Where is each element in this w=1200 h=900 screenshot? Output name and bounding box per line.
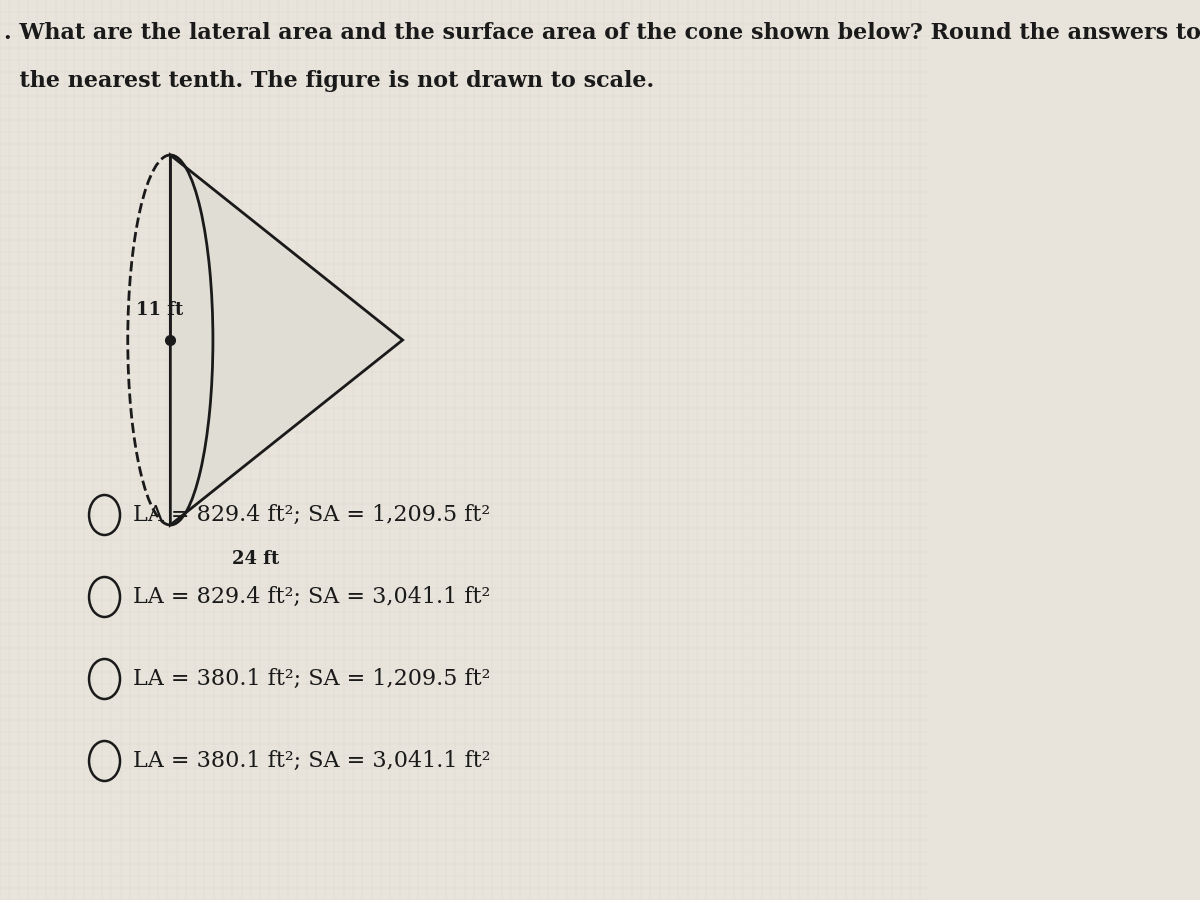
Text: LA = 829.4 ft²; SA = 3,041.1 ft²: LA = 829.4 ft²; SA = 3,041.1 ft²: [133, 586, 491, 608]
Text: LA = 380.1 ft²; SA = 3,041.1 ft²: LA = 380.1 ft²; SA = 3,041.1 ft²: [133, 750, 491, 772]
Text: LA = 380.1 ft²; SA = 1,209.5 ft²: LA = 380.1 ft²; SA = 1,209.5 ft²: [133, 668, 491, 690]
Text: . What are the lateral area and the surface area of the cone shown below? Round : . What are the lateral area and the surf…: [4, 22, 1200, 44]
Text: the nearest tenth. The figure is not drawn to scale.: the nearest tenth. The figure is not dra…: [4, 70, 654, 92]
Text: 11 ft: 11 ft: [137, 301, 184, 319]
Text: 24 ft: 24 ft: [232, 550, 280, 568]
Text: LA = 829.4 ft²; SA = 1,209.5 ft²: LA = 829.4 ft²; SA = 1,209.5 ft²: [133, 504, 491, 526]
Polygon shape: [170, 155, 403, 525]
